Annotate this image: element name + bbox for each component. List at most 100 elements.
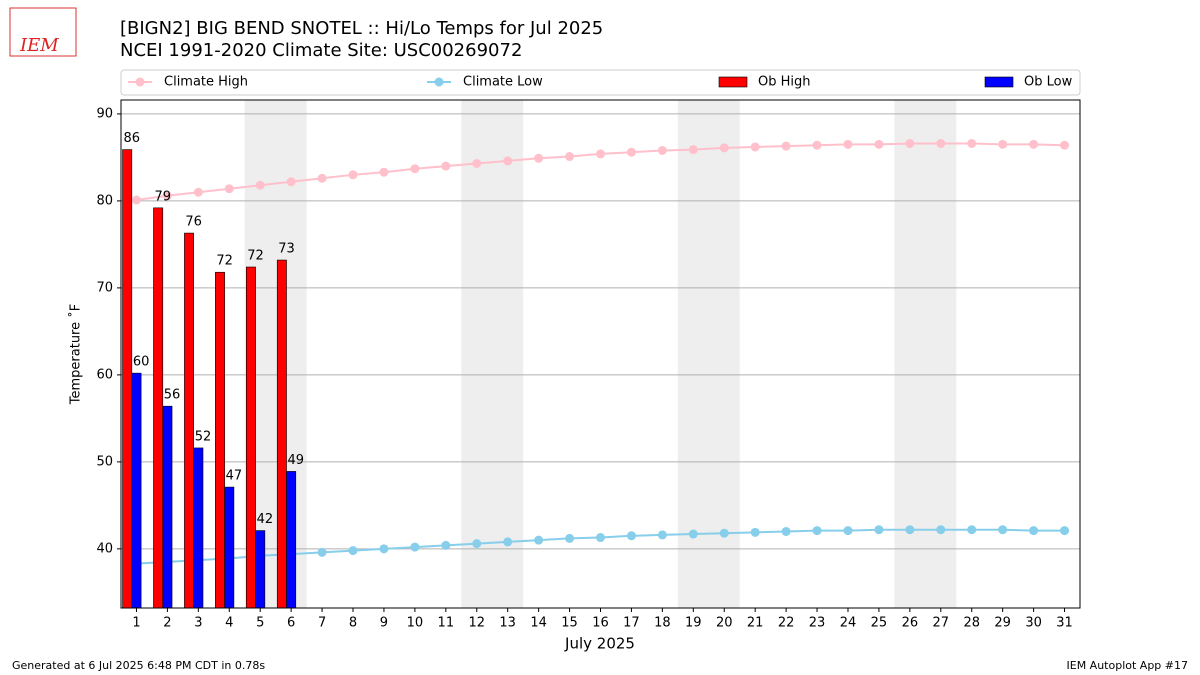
bar (245, 266, 256, 609)
x-tick-label: 1 (132, 616, 140, 631)
x-tick-label: 9 (380, 616, 388, 631)
marker (812, 140, 822, 150)
marker (565, 533, 575, 543)
marker (998, 525, 1008, 535)
plot-frame (120, 99, 1081, 609)
bar (193, 447, 204, 609)
x-axis-label: July 2025 (564, 635, 635, 653)
marker (379, 167, 389, 177)
bar (153, 207, 164, 609)
marker (874, 525, 884, 535)
data-label: 76 (185, 215, 202, 230)
marker (719, 143, 729, 153)
marker (503, 537, 513, 547)
legend-label: Ob Low (1024, 75, 1073, 90)
data-label: 42 (257, 512, 274, 527)
legend-swatch (984, 76, 1014, 88)
x-tick-label: 27 (933, 616, 950, 631)
bar (255, 530, 266, 609)
marker (688, 145, 698, 155)
marker (1029, 139, 1039, 149)
data-label: 47 (226, 469, 243, 484)
y-tick-label: 90 (96, 106, 113, 121)
x-tick-label: 4 (225, 616, 233, 631)
legend-swatch (135, 77, 145, 87)
marker (905, 138, 915, 148)
x-tick-label: 14 (530, 616, 547, 631)
x-tick-label: 11 (438, 616, 455, 631)
bar (215, 271, 225, 609)
marker (286, 177, 296, 187)
data-label: 52 (195, 429, 212, 444)
marker (1060, 140, 1070, 150)
x-tick-label: 18 (654, 616, 671, 631)
footer-right: IEM Autoplot App #17 (1067, 659, 1189, 672)
x-tick-label: 3 (194, 616, 202, 631)
x-tick-label: 25 (871, 616, 888, 631)
data-label: 72 (247, 249, 264, 264)
marker (657, 145, 667, 155)
x-tick-label: 16 (592, 616, 609, 631)
marker (719, 528, 729, 538)
marker (967, 138, 977, 148)
x-tick-label: 28 (963, 616, 980, 631)
marker (781, 526, 791, 536)
data-label: 79 (154, 189, 171, 204)
x-tick-label: 30 (1025, 616, 1042, 631)
x-tick-label: 15 (561, 616, 578, 631)
marker (750, 142, 760, 152)
x-tick-label: 5 (256, 616, 264, 631)
marker (379, 544, 389, 554)
marker (441, 161, 451, 171)
legend-swatch (718, 76, 748, 88)
weekend-shade (461, 100, 524, 608)
x-tick-label: 19 (685, 616, 702, 631)
marker (193, 187, 203, 197)
y-tick-label: 40 (96, 541, 113, 556)
chart-subtitle: NCEI 1991-2020 Climate Site: USC00269072 (120, 40, 522, 61)
y-tick-label: 70 (96, 280, 113, 295)
x-tick-label: 17 (623, 616, 640, 631)
logo: IEM (19, 35, 59, 56)
legend-swatch (434, 77, 444, 87)
x-tick-label: 8 (349, 616, 357, 631)
x-tick-label: 22 (778, 616, 795, 631)
x-tick-label: 24 (840, 616, 857, 631)
marker (657, 530, 667, 540)
x-tick-label: 31 (1056, 616, 1073, 631)
marker (348, 170, 358, 180)
data-label: 49 (288, 453, 305, 468)
marker (596, 533, 605, 543)
bar (224, 486, 235, 609)
marker (781, 141, 791, 151)
bar (162, 405, 173, 609)
x-tick-label: 7 (318, 616, 326, 631)
x-tick-label: 20 (716, 616, 733, 631)
bar (276, 259, 287, 609)
marker (224, 184, 234, 194)
weekend-shade (894, 100, 957, 608)
x-tick-label: 26 (902, 616, 919, 631)
marker (441, 540, 451, 550)
x-tick-label: 10 (407, 616, 424, 631)
marker (812, 526, 822, 536)
marker (750, 527, 760, 537)
marker (534, 535, 544, 545)
marker (874, 139, 884, 149)
marker (936, 138, 946, 148)
x-tick-label: 13 (499, 616, 516, 631)
marker (905, 525, 915, 535)
weekend-shade (677, 100, 740, 608)
marker (626, 531, 636, 541)
marker (843, 139, 853, 149)
data-label: 60 (133, 355, 150, 370)
marker (255, 180, 265, 190)
marker (936, 525, 946, 535)
y-tick-label: 60 (96, 367, 113, 382)
x-tick-label: 2 (163, 616, 171, 631)
data-label: 86 (124, 131, 141, 146)
marker (410, 542, 420, 552)
x-tick-label: 12 (468, 616, 485, 631)
marker (688, 529, 698, 539)
